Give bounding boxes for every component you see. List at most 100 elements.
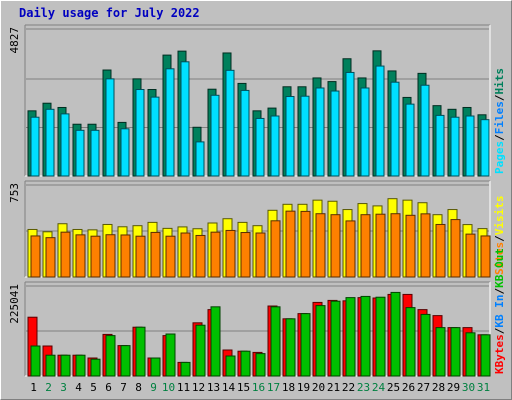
- bar-sites: [240, 232, 251, 278]
- x-tick-label: 28: [432, 381, 445, 394]
- bar-sites: [330, 214, 341, 278]
- bar-kb-out: [120, 345, 131, 377]
- bar-kb-out: [225, 355, 236, 377]
- bar-kb-out: [195, 324, 206, 377]
- x-tick-label: 13: [207, 381, 220, 394]
- bar-files: [195, 141, 205, 177]
- bar-files: [150, 96, 160, 177]
- bar-kb-out: [480, 334, 491, 377]
- x-tick-label: 2: [45, 381, 52, 394]
- x-tick-label: 4: [75, 381, 82, 394]
- legend-entry: Files: [493, 101, 506, 134]
- bar-kb-out: [210, 306, 221, 377]
- bar-files: [270, 115, 280, 177]
- legend-entry: KBytes: [493, 334, 506, 374]
- bar-sites: [60, 231, 71, 278]
- bar-kb-out: [60, 354, 71, 377]
- bar-kb-out: [300, 313, 311, 377]
- y-max-label-middle: 753: [8, 183, 21, 203]
- bar-files: [330, 90, 340, 177]
- legend-entry: KB Out: [493, 248, 506, 288]
- bar-sites: [405, 214, 416, 278]
- legend-entry: Pages: [493, 141, 506, 174]
- bar-files: [45, 108, 55, 177]
- bar-kb-out: [165, 333, 176, 377]
- bar-kb-out: [150, 357, 161, 377]
- bar-files: [375, 65, 385, 177]
- bar-files: [360, 87, 370, 177]
- bar-sites: [135, 235, 146, 278]
- bar-files: [315, 87, 325, 177]
- legend-bottom: KBytes/KB In/KB Out: [493, 248, 506, 374]
- bar-sites: [390, 213, 401, 278]
- legend-entry: Visits: [493, 196, 506, 236]
- bar-kb-out: [360, 295, 371, 377]
- bar-sites: [420, 213, 431, 278]
- bar-kb-out: [390, 291, 401, 377]
- x-tick-label: 19: [297, 381, 310, 394]
- x-tick-label: 30: [462, 381, 475, 394]
- y-max-label-bottom: 225041: [8, 284, 21, 324]
- x-tick-label: 5: [90, 381, 97, 394]
- x-tick-label: 31: [477, 381, 490, 394]
- chart-title: Daily usage for July 2022: [19, 6, 200, 20]
- x-tick-label: 27: [417, 381, 430, 394]
- bar-sites: [360, 214, 371, 278]
- bar-sites: [450, 219, 461, 278]
- legend-entry: /: [493, 134, 506, 141]
- x-tick-label: 6: [105, 381, 112, 394]
- bar-files: [240, 89, 250, 177]
- x-tick-label: 24: [372, 381, 386, 394]
- legend-entry: /: [493, 327, 506, 334]
- legend-entry: /: [493, 235, 506, 242]
- bar-sites: [195, 234, 206, 278]
- bar-files: [90, 129, 100, 177]
- bar-files: [435, 114, 445, 177]
- legend-entry: /: [493, 94, 506, 101]
- bar-sites: [90, 235, 101, 278]
- bar-files: [450, 116, 460, 177]
- bar-files: [255, 117, 265, 177]
- bar-kb-out: [180, 361, 191, 377]
- legend-entry: /: [493, 288, 506, 295]
- x-tick-label: 22: [342, 381, 355, 394]
- chart-labels: 4827Pages/Files/Hits753Sites/Visits22504…: [8, 27, 506, 394]
- bar-kb-out: [135, 326, 146, 377]
- legend-entry: Sites: [493, 242, 506, 275]
- x-tick-label: 25: [387, 381, 400, 394]
- x-tick-label: 18: [282, 381, 295, 394]
- bar-files: [210, 94, 220, 177]
- bar-files: [345, 71, 355, 177]
- x-tick-label: 9: [150, 381, 157, 394]
- bar-sites: [315, 213, 326, 278]
- bar-kb-out: [240, 350, 251, 377]
- bar-sites: [45, 237, 56, 278]
- bar-kb-out: [270, 306, 281, 377]
- bar-files: [105, 78, 115, 177]
- x-tick-label: 26: [402, 381, 415, 394]
- bar-sites: [375, 213, 386, 278]
- bar-kb-out: [405, 307, 416, 377]
- bar-files: [75, 129, 85, 177]
- x-tick-label: 23: [357, 381, 370, 394]
- x-tick-label: 8: [135, 381, 142, 394]
- bar-sites: [285, 210, 296, 278]
- bar-sites: [150, 231, 161, 278]
- x-tick-label: 14: [222, 381, 236, 394]
- x-tick-label: 29: [447, 381, 460, 394]
- bar-kb-out: [330, 300, 341, 377]
- bar-kb-out: [450, 327, 461, 377]
- bar-files: [120, 128, 130, 177]
- bar-sites: [180, 232, 191, 278]
- bar-kb-out: [345, 297, 356, 377]
- x-tick-label: 12: [192, 381, 205, 394]
- bar-files: [285, 96, 295, 177]
- bar-kb-out: [465, 332, 476, 377]
- bar-sites: [270, 220, 281, 278]
- legend-middle: Sites/Visits: [493, 196, 506, 276]
- x-tick-label: 1: [30, 381, 37, 394]
- x-tick-label: 11: [177, 381, 190, 394]
- bar-files: [405, 103, 415, 177]
- bar-files: [300, 95, 310, 177]
